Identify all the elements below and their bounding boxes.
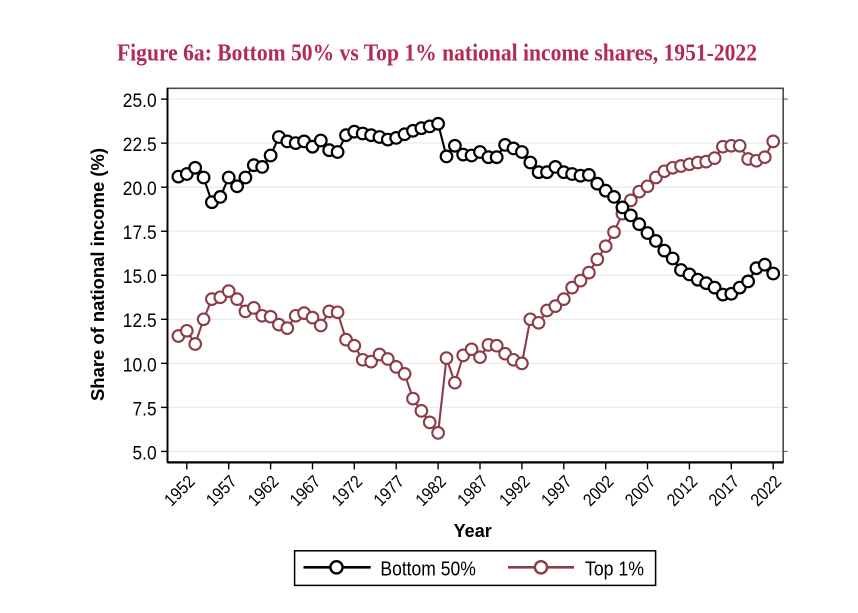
svg-text:15.0: 15.0 xyxy=(123,266,157,288)
svg-text:Top 1%: Top 1% xyxy=(585,558,644,581)
svg-text:Figure 6a: Bottom 50% vs Top 1: Figure 6a: Bottom 50% vs Top 1% national… xyxy=(117,41,757,67)
svg-text:Share of national income (%): Share of national income (%) xyxy=(88,148,108,401)
svg-text:Year: Year xyxy=(454,521,492,541)
svg-text:17.5: 17.5 xyxy=(123,222,157,244)
svg-text:7.5: 7.5 xyxy=(133,398,157,420)
svg-text:10.0: 10.0 xyxy=(123,354,157,376)
svg-text:20.0: 20.0 xyxy=(123,178,157,200)
svg-text:Bottom 50%: Bottom 50% xyxy=(380,558,475,581)
svg-text:22.5: 22.5 xyxy=(123,134,157,156)
svg-text:12.5: 12.5 xyxy=(123,310,157,332)
svg-text:25.0: 25.0 xyxy=(123,90,157,112)
svg-text:5.0: 5.0 xyxy=(133,442,157,464)
